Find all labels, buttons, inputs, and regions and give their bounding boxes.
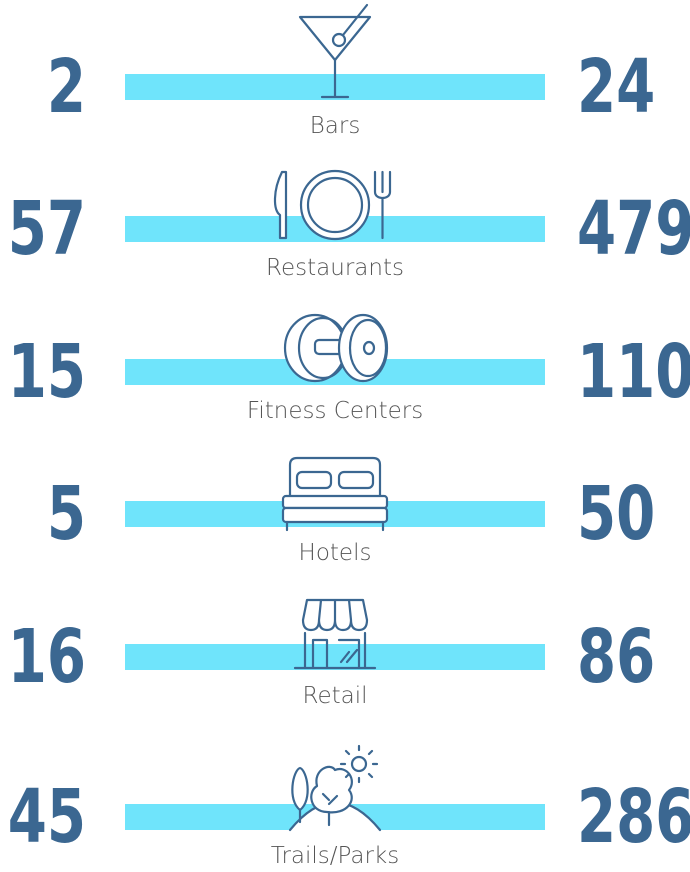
category-label: Retail	[303, 683, 368, 709]
right-number: 24	[577, 44, 655, 130]
left-number: 16	[8, 614, 86, 700]
left-number: 15	[8, 329, 86, 415]
right-number-group: 110	[577, 329, 690, 415]
left-number-group: 5	[47, 471, 86, 557]
category-label: Bars	[310, 113, 361, 139]
icon-bar	[298, 3, 372, 99]
right-number: 50	[577, 471, 655, 557]
left-number: 57	[8, 186, 86, 272]
category-label: Restaurants	[266, 255, 404, 281]
right-number: 479	[577, 186, 690, 272]
left-number: 45	[8, 774, 86, 860]
category-label: Hotels	[299, 540, 372, 566]
category-label: Trails/Parks	[271, 843, 399, 869]
icon-park	[288, 744, 382, 832]
right-number-group: 50	[577, 471, 655, 557]
category-label: Fitness Centers	[247, 398, 423, 424]
icon-hotel	[281, 456, 389, 532]
icon-restaurant	[273, 169, 392, 241]
right-number-group: 286	[577, 774, 690, 860]
left-number-group: 45	[8, 774, 86, 860]
right-number: 86	[577, 614, 655, 700]
right-number-group: 24	[577, 44, 655, 130]
icon-retail	[293, 598, 377, 670]
left-number: 5	[47, 471, 86, 557]
left-number-group: 57	[8, 186, 86, 272]
icon-fitness	[283, 313, 389, 383]
divider-bar	[125, 644, 545, 670]
right-number-group: 86	[577, 614, 655, 700]
right-number: 286	[577, 774, 690, 860]
left-number-group: 16	[8, 614, 86, 700]
left-number-group: 2	[47, 44, 86, 130]
left-number-group: 15	[8, 329, 86, 415]
left-number: 2	[47, 44, 86, 130]
right-number-group: 479	[577, 186, 690, 272]
right-number: 110	[577, 329, 690, 415]
